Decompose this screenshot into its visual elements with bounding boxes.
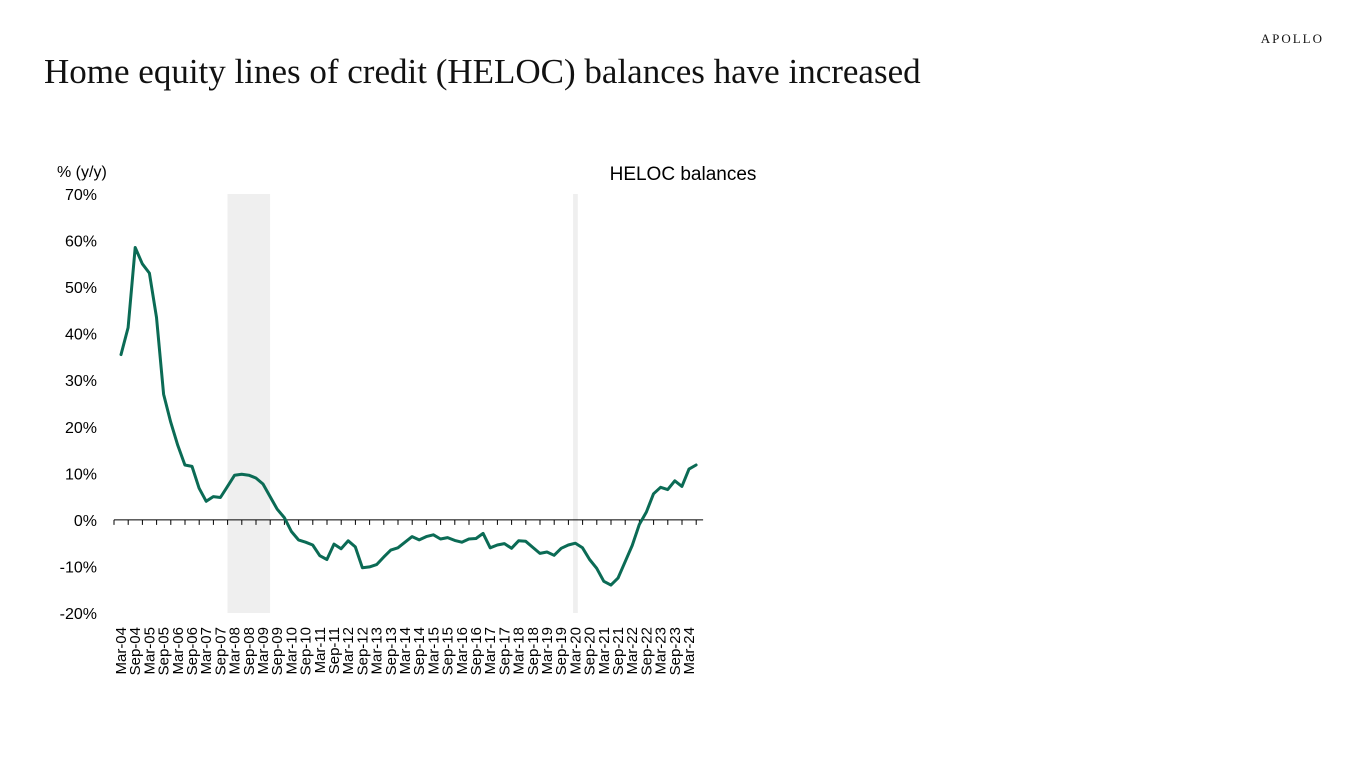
y-axis-tick-labels: -20% -10% 0% 10% 20% 30% 40% 50% 60% 70% (60, 187, 97, 623)
recession-band-2 (573, 194, 578, 613)
y-tick-label: 40% (65, 327, 97, 344)
recession-band-1 (227, 194, 271, 613)
x-tick-label: Mar-24 (681, 627, 698, 675)
chart-title: HELOC balances (610, 164, 757, 185)
x-tick-label: Mar-07 (198, 627, 215, 675)
x-tick-label: Mar-15 (425, 627, 442, 675)
x-tick-label: Mar-13 (369, 627, 386, 675)
x-tick-label: Mar-22 (624, 627, 641, 675)
x-tick-label: Sep-22 (638, 627, 655, 675)
x-tick-label: Mar-09 (255, 627, 272, 675)
x-tick-label: Sep-21 (610, 627, 627, 675)
x-tick-label: Mar-21 (596, 627, 613, 675)
x-tick-label: Sep-20 (582, 627, 599, 675)
x-tick-label: Mar-23 (653, 627, 670, 675)
x-tick-label: Mar-12 (340, 627, 357, 675)
y-tick-label: 20% (65, 420, 97, 437)
x-tick-label: Mar-11 (312, 627, 329, 673)
x-tick-label: Mar-05 (141, 627, 158, 675)
x-tick-label: Mar-16 (454, 627, 471, 675)
y-tick-label: 30% (65, 373, 97, 390)
x-tick-label: Mar-18 (511, 627, 528, 675)
recession-shading-group (227, 194, 578, 613)
series-group (119, 246, 698, 587)
slide-title: Home equity lines of credit (HELOC) bala… (44, 52, 921, 91)
x-tick-label: Sep-14 (411, 627, 428, 675)
x-tick-label: Sep-04 (127, 627, 144, 675)
y-tick-label: 10% (65, 466, 97, 483)
y-tick-label: 60% (65, 234, 97, 251)
x-tick-label: Mar-04 (113, 627, 130, 675)
x-tick-label: Sep-11 (326, 627, 343, 674)
y-tick-label: -20% (60, 606, 97, 623)
x-tick-label: Sep-16 (468, 627, 485, 675)
x-tick-label: Sep-19 (553, 627, 570, 675)
series-line-1 (119, 246, 698, 587)
x-tick-label: Mar-08 (227, 627, 244, 675)
x-axis (113, 519, 704, 525)
x-axis-tick-labels: Mar-04Sep-04Mar-05Sep-05Mar-06Sep-06Mar-… (113, 627, 698, 675)
y-tick-label: -10% (60, 559, 97, 576)
x-tick-label: Sep-13 (383, 627, 400, 675)
x-tick-label: Mar-19 (539, 627, 556, 675)
x-tick-label: Sep-15 (440, 627, 457, 675)
x-tick-label: Sep-23 (667, 627, 684, 675)
x-tick-label: Sep-12 (354, 627, 371, 675)
x-tick-label: Mar-20 (567, 627, 584, 675)
x-tick-label: Mar-14 (397, 627, 414, 675)
x-tick-label: Sep-10 (298, 627, 315, 675)
x-tick-label: Sep-07 (212, 627, 229, 675)
y-tick-label: 50% (65, 280, 97, 297)
y-tick-label: 70% (65, 187, 97, 204)
brand-logo: APOLLO (1260, 31, 1324, 46)
x-tick-label: Sep-17 (496, 627, 513, 675)
x-tick-label: Mar-06 (170, 627, 187, 675)
x-tick-label: Sep-05 (156, 627, 173, 675)
y-tick-label: 0% (74, 513, 97, 530)
y-axis-label: % (y/y) (57, 164, 107, 181)
x-tick-label: Mar-10 (283, 627, 300, 675)
x-tick-label: Mar-17 (482, 627, 499, 675)
x-tick-label: Sep-09 (269, 627, 286, 675)
x-tick-label: Sep-06 (184, 627, 201, 675)
x-tick-label: Sep-18 (525, 627, 542, 675)
x-tick-label: Sep-08 (241, 627, 258, 675)
